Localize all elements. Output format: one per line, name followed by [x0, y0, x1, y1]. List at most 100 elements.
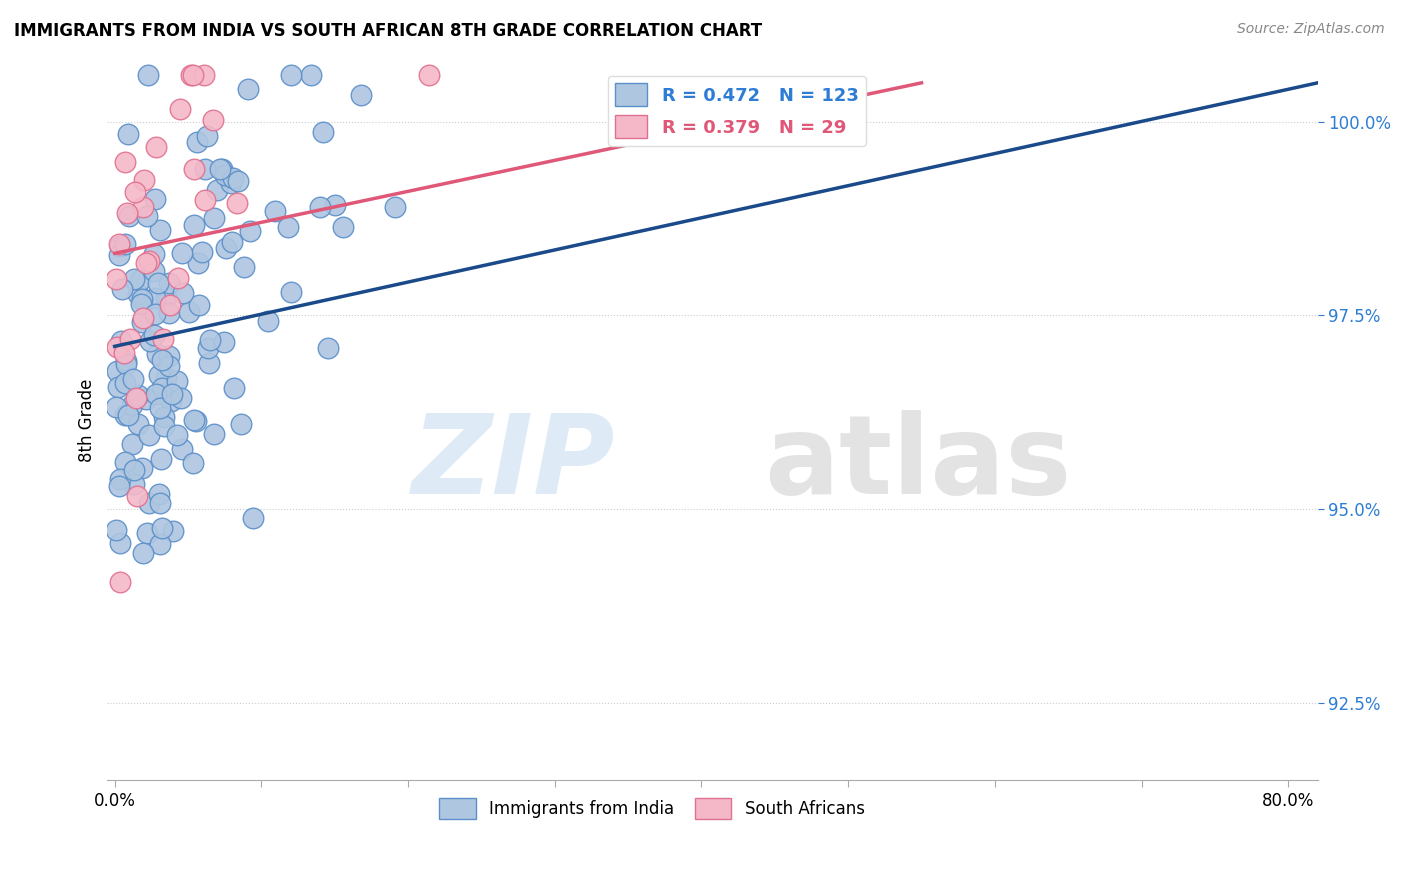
- Point: [143, 327, 166, 342]
- Point: [117, 408, 139, 422]
- Point: [121, 437, 143, 451]
- Point: [186, 135, 208, 149]
- Point: [114, 236, 136, 251]
- Point: [114, 376, 136, 391]
- Point: [127, 287, 149, 301]
- Point: [152, 332, 174, 346]
- Point: [208, 162, 231, 177]
- Point: [143, 192, 166, 206]
- Point: [280, 285, 302, 299]
- Point: [111, 282, 134, 296]
- Point: [239, 224, 262, 238]
- Point: [122, 463, 145, 477]
- Point: [152, 419, 174, 434]
- Point: [148, 276, 170, 290]
- Point: [124, 185, 146, 199]
- Point: [233, 260, 256, 275]
- Point: [191, 244, 214, 259]
- Point: [131, 315, 153, 329]
- Point: [280, 68, 302, 82]
- Point: [128, 273, 150, 287]
- Point: [221, 176, 243, 190]
- Point: [384, 200, 406, 214]
- Point: [145, 291, 167, 305]
- Point: [277, 219, 299, 234]
- Point: [201, 113, 224, 128]
- Point: [149, 401, 172, 416]
- Point: [184, 414, 207, 428]
- Point: [160, 386, 183, 401]
- Text: Source: ZipAtlas.com: Source: ZipAtlas.com: [1237, 22, 1385, 37]
- Point: [263, 204, 285, 219]
- Point: [166, 428, 188, 442]
- Point: [129, 296, 152, 310]
- Point: [193, 68, 215, 82]
- Point: [312, 125, 335, 139]
- Point: [127, 388, 149, 402]
- Point: [159, 298, 181, 312]
- Point: [169, 391, 191, 405]
- Text: atlas: atlas: [765, 409, 1071, 516]
- Point: [155, 371, 177, 385]
- Point: [108, 471, 131, 485]
- Point: [183, 218, 205, 232]
- Point: [229, 417, 252, 432]
- Point: [142, 264, 165, 278]
- Y-axis label: 8th Grade: 8th Grade: [79, 378, 96, 462]
- Point: [107, 380, 129, 394]
- Point: [117, 127, 139, 141]
- Point: [160, 394, 183, 409]
- Point: [138, 253, 160, 268]
- Text: ZIP: ZIP: [412, 409, 616, 516]
- Point: [162, 524, 184, 538]
- Point: [167, 270, 190, 285]
- Point: [183, 162, 205, 177]
- Point: [183, 68, 205, 82]
- Point: [205, 183, 228, 197]
- Point: [194, 161, 217, 176]
- Point: [115, 357, 138, 371]
- Point: [256, 314, 278, 328]
- Point: [122, 372, 145, 386]
- Point: [118, 209, 141, 223]
- Point: [114, 353, 136, 368]
- Point: [157, 306, 180, 320]
- Point: [172, 285, 194, 300]
- Point: [149, 223, 172, 237]
- Text: IMMIGRANTS FROM INDIA VS SOUTH AFRICAN 8TH GRADE CORRELATION CHART: IMMIGRANTS FROM INDIA VS SOUTH AFRICAN 8…: [14, 22, 762, 40]
- Point: [114, 455, 136, 469]
- Point: [226, 196, 249, 211]
- Point: [108, 574, 131, 589]
- Point: [150, 380, 173, 394]
- Point: [150, 521, 173, 535]
- Point: [332, 219, 354, 234]
- Point: [299, 68, 322, 82]
- Point: [148, 486, 170, 500]
- Point: [195, 129, 218, 144]
- Point: [309, 200, 332, 214]
- Point: [316, 342, 339, 356]
- Point: [138, 495, 160, 509]
- Point: [135, 255, 157, 269]
- Point: [124, 476, 146, 491]
- Point: [148, 368, 170, 383]
- Point: [136, 209, 159, 223]
- Point: [222, 171, 245, 186]
- Point: [197, 342, 219, 356]
- Point: [120, 333, 142, 347]
- Point: [125, 391, 148, 405]
- Point: [187, 256, 209, 270]
- Point: [127, 489, 149, 503]
- Point: [105, 364, 128, 378]
- Point: [114, 408, 136, 422]
- Point: [131, 292, 153, 306]
- Point: [157, 276, 180, 290]
- Point: [238, 82, 260, 96]
- Point: [135, 392, 157, 407]
- Point: [149, 496, 172, 510]
- Point: [149, 536, 172, 550]
- Point: [115, 206, 138, 220]
- Point: [112, 346, 135, 360]
- Point: [323, 197, 346, 211]
- Point: [150, 352, 173, 367]
